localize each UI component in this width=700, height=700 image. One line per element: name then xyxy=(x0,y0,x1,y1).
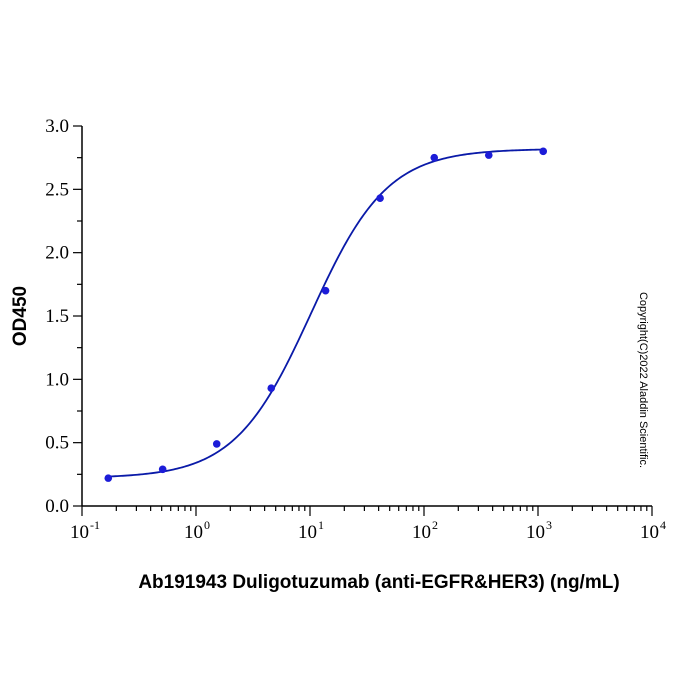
y-tick-label: 2.5 xyxy=(45,179,69,200)
x-tick-label: 100 xyxy=(184,518,210,543)
data-point xyxy=(321,286,330,295)
y-axis-title: OD450 xyxy=(10,286,31,346)
data-point xyxy=(212,440,221,448)
y-tick-label: 1.5 xyxy=(45,306,69,327)
data-point xyxy=(539,147,548,156)
x-axis: 10-1 100 101 102 103 104 xyxy=(70,505,666,543)
fit-curve xyxy=(108,148,544,478)
y-tick-label: 0.0 xyxy=(45,496,69,517)
x-tick-label: 104 xyxy=(640,518,666,543)
y-tick-label: 0.5 xyxy=(45,433,69,454)
plot-area xyxy=(104,147,548,482)
data-point xyxy=(484,151,493,159)
x-tick-label: 102 xyxy=(412,518,438,543)
data-point xyxy=(158,465,167,474)
x-axis-title: Ab191943 Duligotuzumab (anti-EGFR&HER3) … xyxy=(138,572,619,593)
data-point xyxy=(430,153,439,162)
data-point xyxy=(104,474,113,482)
y-tick-label: 1.0 xyxy=(45,369,69,390)
copyright-watermark: Copyright(C)2022 Aladdin Scientific. xyxy=(637,292,649,468)
x-tick-label: 103 xyxy=(526,518,552,543)
x-tick-label: 10-1 xyxy=(70,518,100,543)
data-point xyxy=(376,194,384,202)
y-tick-label: 2.0 xyxy=(45,243,69,264)
y-tick-label: 3.0 xyxy=(45,116,69,137)
y-axis: 0.0 0.5 1.0 1.5 2.0 2.5 3.0 xyxy=(45,116,83,517)
data-point xyxy=(267,384,276,393)
x-tick-label: 101 xyxy=(298,518,324,543)
